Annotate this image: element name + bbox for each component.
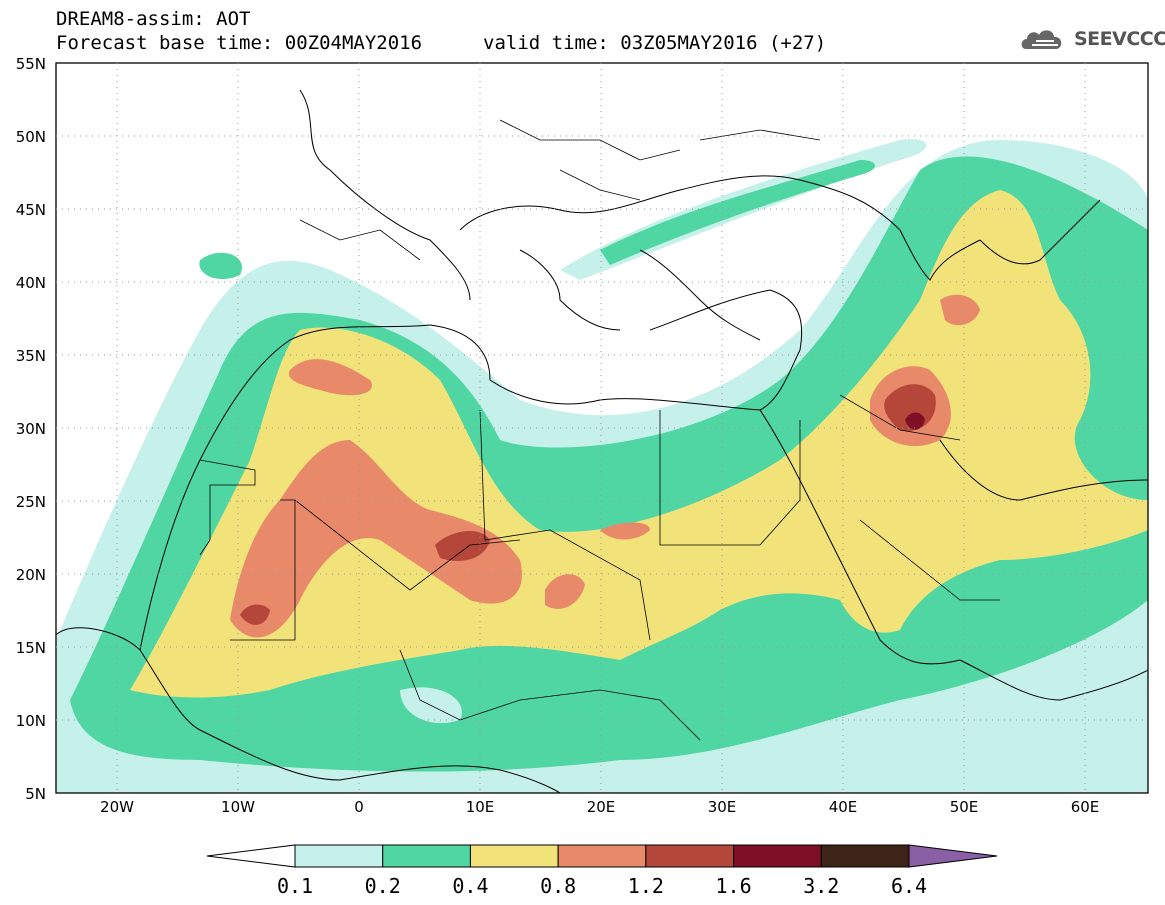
- longitude-labels: 20W 10W 0 10E 20E 30E 40E 50E 60E: [100, 798, 1099, 816]
- colorbar-level-label: 1.2: [628, 874, 664, 898]
- lat-label: 20N: [16, 566, 46, 584]
- lat-label: 30N: [16, 420, 46, 438]
- lon-label: 10W: [221, 798, 255, 816]
- colorbar-level-label: 1.6: [716, 874, 752, 898]
- colorbar-level-label: 0.4: [452, 874, 488, 898]
- lat-label: 5N: [25, 785, 46, 803]
- lat-label: 15N: [16, 639, 46, 657]
- coastline-layer: [56, 89, 1148, 793]
- lon-label: 60E: [1071, 798, 1100, 816]
- colorbar-arrow-high: [908, 844, 998, 868]
- lat-label: 45N: [16, 201, 46, 219]
- colorbar-swatch: [820, 844, 910, 868]
- logo-text: SEEVCCC: [1074, 28, 1165, 50]
- colorbar-swatch: [733, 844, 822, 868]
- colorbar-swatch: [294, 844, 384, 868]
- lon-label: 20W: [100, 798, 134, 816]
- lon-label: 30E: [708, 798, 737, 816]
- forecast-base-time: Forecast base time: 00Z04MAY2016: [56, 32, 423, 54]
- colorbar-swatch: [382, 844, 471, 868]
- map-title: DREAM8-assim: AOT: [56, 8, 251, 30]
- lat-label: 35N: [16, 347, 46, 365]
- colorbar-swatch: [645, 844, 735, 868]
- colorbar-level-label: 0.1: [277, 874, 313, 898]
- colorbar-labels: 0.1 0.2 0.4 0.8 1.2 1.6 3.2 6.4: [277, 874, 927, 898]
- colorbar-level-label: 0.8: [540, 874, 576, 898]
- valid-time: valid time: 03Z05MAY2016 (+27): [483, 32, 827, 54]
- lon-label: 40E: [829, 798, 858, 816]
- colorbar-level-label: 6.4: [891, 874, 927, 898]
- cloud-icon: [1021, 30, 1062, 49]
- lon-label: 0: [354, 798, 364, 816]
- lon-label: 50E: [950, 798, 979, 816]
- lon-label: 20E: [587, 798, 616, 816]
- latitude-labels: 55N 50N 45N 40N 35N 30N 25N 20N 15N 10N …: [16, 55, 46, 803]
- graticule: [56, 63, 1148, 793]
- lat-label: 10N: [16, 712, 46, 730]
- lat-label: 50N: [16, 128, 46, 146]
- colorbar-swatches: [206, 844, 998, 868]
- colorbar-swatch: [469, 844, 559, 868]
- colorbar-level-label: 3.2: [803, 874, 839, 898]
- colorbar-swatch: [557, 844, 647, 868]
- lat-label: 40N: [16, 274, 46, 292]
- colorbar-arrow-low: [206, 844, 296, 868]
- seevccc-logo: SEEVCCC: [1018, 25, 1165, 55]
- lat-label: 55N: [16, 55, 46, 73]
- colorbar-level-label: 0.2: [365, 874, 401, 898]
- lon-label: 10E: [466, 798, 495, 816]
- lat-label: 25N: [16, 493, 46, 511]
- border-layer: [199, 119, 1000, 741]
